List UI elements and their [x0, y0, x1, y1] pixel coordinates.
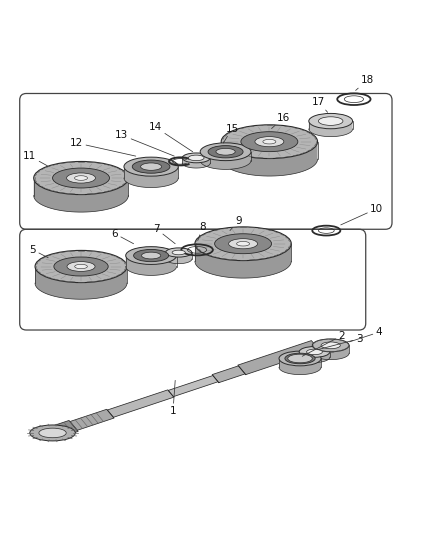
Text: 9: 9 [230, 215, 242, 231]
Text: 5: 5 [29, 245, 48, 258]
Ellipse shape [132, 160, 170, 173]
Ellipse shape [30, 425, 75, 441]
Polygon shape [279, 359, 321, 375]
Text: 13: 13 [115, 130, 174, 156]
Ellipse shape [172, 250, 185, 255]
Ellipse shape [67, 173, 95, 183]
Text: 18: 18 [356, 75, 374, 91]
Polygon shape [107, 390, 174, 417]
Ellipse shape [126, 247, 177, 264]
Ellipse shape [182, 153, 210, 163]
Ellipse shape [75, 264, 87, 269]
Polygon shape [182, 158, 210, 168]
Polygon shape [166, 253, 192, 264]
Ellipse shape [53, 168, 110, 188]
Polygon shape [168, 376, 218, 397]
Text: 6: 6 [111, 229, 134, 244]
Text: 14: 14 [149, 122, 193, 152]
Ellipse shape [141, 163, 162, 171]
Ellipse shape [279, 351, 321, 366]
Ellipse shape [299, 346, 330, 357]
Ellipse shape [35, 251, 127, 282]
Polygon shape [34, 178, 128, 212]
Ellipse shape [285, 353, 315, 364]
Polygon shape [238, 341, 319, 375]
Ellipse shape [237, 241, 250, 246]
Text: 12: 12 [70, 138, 136, 156]
Polygon shape [195, 244, 291, 278]
Ellipse shape [312, 339, 349, 352]
Polygon shape [35, 266, 127, 299]
Ellipse shape [307, 349, 322, 354]
Polygon shape [124, 167, 178, 188]
Text: 15: 15 [223, 124, 239, 143]
Polygon shape [70, 409, 114, 430]
Text: 4: 4 [350, 327, 382, 342]
Polygon shape [299, 352, 330, 362]
Ellipse shape [124, 157, 178, 176]
Polygon shape [309, 121, 353, 136]
Ellipse shape [200, 143, 251, 160]
Ellipse shape [208, 146, 243, 158]
Text: 11: 11 [23, 151, 47, 166]
Polygon shape [48, 421, 78, 439]
Ellipse shape [188, 155, 204, 160]
Ellipse shape [309, 114, 353, 129]
Text: 3: 3 [318, 334, 363, 350]
Ellipse shape [255, 136, 284, 147]
Polygon shape [126, 255, 177, 276]
Ellipse shape [166, 248, 192, 257]
Ellipse shape [39, 428, 66, 438]
Text: 2: 2 [302, 330, 345, 356]
Text: 8: 8 [198, 222, 206, 240]
Text: 1: 1 [170, 381, 177, 416]
Ellipse shape [288, 354, 312, 363]
Ellipse shape [54, 257, 108, 276]
Ellipse shape [229, 239, 258, 249]
Text: 17: 17 [312, 97, 328, 112]
Ellipse shape [67, 262, 95, 271]
Ellipse shape [141, 252, 161, 259]
Text: 10: 10 [341, 204, 383, 225]
Ellipse shape [241, 132, 298, 151]
Ellipse shape [215, 234, 272, 254]
Text: 16: 16 [272, 112, 290, 128]
Polygon shape [221, 142, 318, 176]
Polygon shape [200, 152, 251, 169]
Ellipse shape [263, 140, 276, 144]
Polygon shape [312, 345, 349, 360]
Ellipse shape [74, 176, 88, 180]
Ellipse shape [318, 117, 343, 125]
Ellipse shape [221, 125, 318, 158]
Ellipse shape [34, 161, 128, 195]
Ellipse shape [134, 249, 169, 262]
Ellipse shape [216, 148, 235, 155]
Polygon shape [212, 366, 245, 383]
Text: 7: 7 [153, 224, 175, 244]
Ellipse shape [321, 342, 340, 349]
Ellipse shape [195, 227, 291, 261]
